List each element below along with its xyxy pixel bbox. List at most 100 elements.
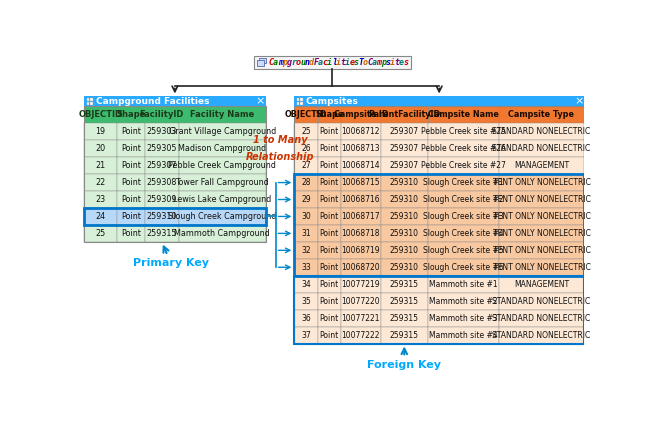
Bar (84, 106, 117, 123)
Text: Point: Point (121, 195, 141, 204)
Text: Point: Point (319, 280, 339, 289)
Text: Point: Point (319, 161, 339, 170)
Bar (294, 310, 317, 326)
Bar (499, 174, 584, 191)
Text: 33: 33 (301, 263, 311, 272)
Bar (145, 225, 178, 242)
Bar (428, 157, 499, 174)
Text: Slough Creek site #6: Slough Creek site #6 (423, 263, 504, 272)
Bar (428, 293, 499, 310)
Bar (178, 208, 265, 225)
Bar (499, 276, 584, 293)
Bar (117, 225, 145, 242)
Text: Point: Point (319, 178, 339, 187)
Bar (117, 123, 145, 140)
Bar (294, 208, 317, 225)
Text: 10077221: 10077221 (341, 314, 380, 323)
Bar (428, 259, 499, 276)
Bar (84, 157, 117, 174)
Text: Pebble Creek Campground: Pebble Creek Campground (168, 161, 276, 170)
Bar (381, 310, 428, 326)
Text: 10068716: 10068716 (341, 195, 380, 204)
Text: Mammoth site #2: Mammoth site #2 (429, 297, 498, 305)
Text: ×: × (256, 96, 265, 106)
Text: Point: Point (121, 144, 141, 153)
Text: a: a (318, 58, 323, 67)
Bar (297, 98, 299, 101)
Text: 26: 26 (301, 144, 311, 153)
Bar (317, 259, 341, 276)
Text: n: n (304, 58, 310, 67)
Text: 10068717: 10068717 (341, 212, 380, 221)
Bar (381, 157, 428, 174)
Text: ParentFacilityID: ParentFacilityID (368, 110, 441, 119)
Bar (294, 140, 317, 157)
Bar (294, 293, 317, 310)
Bar (317, 276, 341, 293)
Text: 259307: 259307 (147, 161, 177, 170)
Bar (428, 123, 499, 140)
Text: 259310: 259310 (390, 212, 419, 221)
Text: 27: 27 (301, 161, 311, 170)
Text: 259315: 259315 (390, 297, 419, 305)
Text: FacilityID: FacilityID (140, 110, 184, 119)
Text: Facility Name: Facility Name (190, 110, 254, 119)
Bar (499, 191, 584, 208)
Bar (178, 225, 265, 242)
Text: TENT ONLY NONELECTRIC: TENT ONLY NONELECTRIC (493, 178, 591, 187)
Text: 1 to Many: 1 to Many (252, 135, 307, 145)
Bar (294, 191, 317, 208)
Bar (294, 174, 317, 191)
Bar (294, 276, 584, 343)
Bar (341, 259, 381, 276)
Bar (84, 225, 117, 242)
Bar (317, 191, 341, 208)
Bar (257, 60, 264, 66)
Text: Point: Point (121, 178, 141, 187)
Bar (381, 174, 428, 191)
Text: 28: 28 (301, 178, 311, 187)
Bar (499, 157, 584, 174)
Bar (86, 98, 90, 101)
Bar (84, 140, 117, 157)
Bar (381, 293, 428, 310)
Text: s: s (354, 58, 359, 67)
Bar (381, 208, 428, 225)
Bar (499, 225, 584, 242)
Bar (84, 208, 117, 225)
Bar (499, 242, 584, 259)
Text: 10077220: 10077220 (341, 297, 380, 305)
Text: STANDARD NONELECTRIC: STANDARD NONELECTRIC (493, 127, 591, 136)
Bar (341, 242, 381, 259)
Text: i: i (345, 58, 350, 67)
Bar (294, 242, 317, 259)
Text: OBJECTID: OBJECTID (79, 110, 123, 119)
Bar (499, 106, 584, 123)
Text: Point: Point (121, 161, 141, 170)
Bar (499, 259, 584, 276)
Text: OBJECTID: OBJECTID (285, 110, 327, 119)
Text: i: i (336, 58, 341, 67)
Bar (341, 310, 381, 326)
Bar (499, 293, 584, 310)
Text: e: e (399, 58, 404, 67)
Bar (428, 174, 499, 191)
Text: Tower Fall Campground: Tower Fall Campground (175, 178, 269, 187)
Text: Madison Campground: Madison Campground (178, 144, 266, 153)
Bar (294, 106, 317, 123)
Text: 25: 25 (95, 229, 106, 238)
Bar (381, 191, 428, 208)
Text: m: m (278, 58, 283, 67)
Text: 10077219: 10077219 (341, 280, 380, 289)
Bar (428, 276, 499, 293)
Bar (381, 259, 428, 276)
Text: Grant Village Campground: Grant Village Campground (169, 127, 276, 136)
Bar (300, 102, 303, 105)
Bar (294, 225, 317, 242)
Bar (178, 191, 265, 208)
Bar (84, 123, 117, 140)
Text: 19: 19 (95, 127, 106, 136)
Bar (90, 102, 93, 105)
Text: i: i (327, 58, 332, 67)
Text: Slough Creek site #5: Slough Creek site #5 (423, 246, 504, 255)
